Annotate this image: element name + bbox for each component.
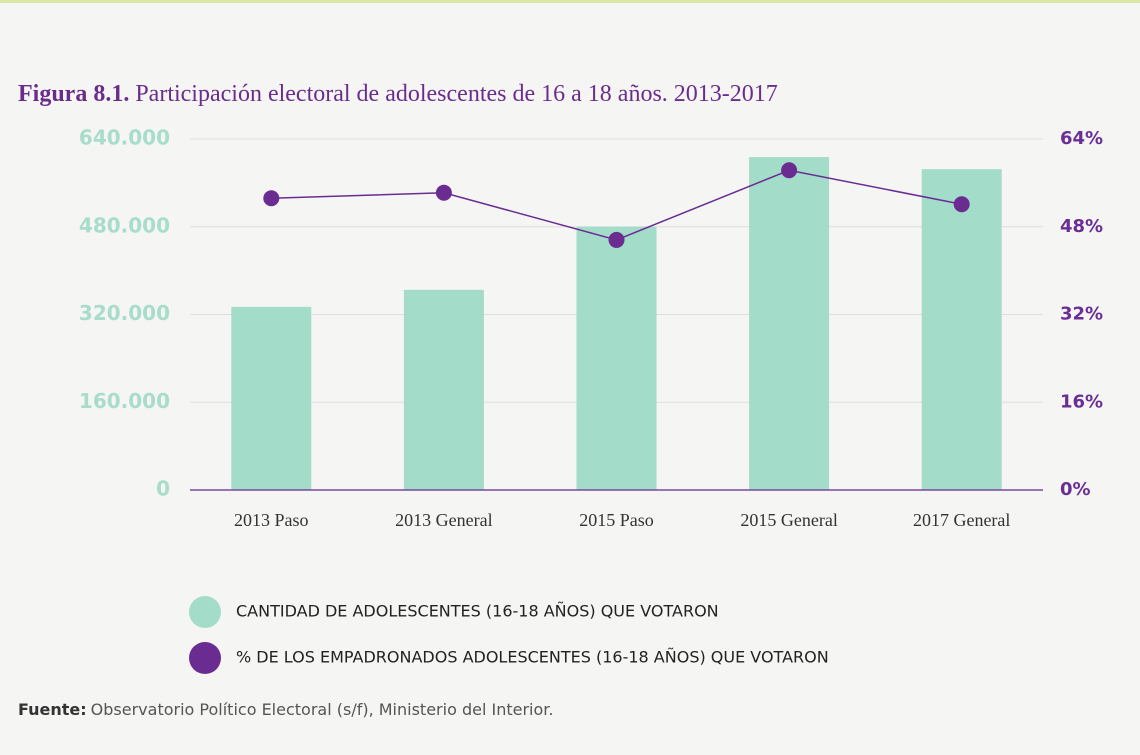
- source-text: Observatorio Político Electoral (s/f), M…: [91, 700, 554, 719]
- top-rule: [0, 0, 1140, 3]
- legend-label: % DE LOS EMPADRONADOS ADOLESCENTES (16-1…: [236, 648, 829, 667]
- x-tick-label: 2015 Paso: [579, 510, 654, 530]
- x-tick-label: 2017 General: [913, 510, 1010, 530]
- legend-marker: [189, 642, 221, 674]
- x-tick-label: 2015 General: [740, 510, 837, 530]
- y-tick-label: 640.000: [79, 126, 170, 150]
- x-tick-label: 2013 General: [395, 510, 492, 530]
- source: Fuente: Observatorio Político Electoral (…: [18, 700, 553, 719]
- y-tick-label: 0: [156, 477, 170, 501]
- line-point: [781, 162, 798, 179]
- line-point: [953, 196, 970, 213]
- bar: [403, 289, 484, 490]
- chart-title: Figura 8.1. Participación electoral de ad…: [18, 81, 778, 107]
- line-point: [263, 190, 280, 207]
- y-tick-label: 320.000: [79, 301, 170, 325]
- y-tick-label: 480.000: [79, 213, 170, 237]
- y2-tick-label: 32%: [1060, 304, 1103, 325]
- bar: [749, 157, 830, 490]
- figure-label: Figura 8.1.: [18, 81, 129, 107]
- bar: [921, 169, 1002, 490]
- y2-tick-label: 16%: [1060, 391, 1103, 412]
- bar: [231, 306, 312, 490]
- source-label: Fuente:: [18, 700, 87, 719]
- line-point: [435, 184, 452, 201]
- y2-tick-label: 64%: [1060, 128, 1103, 149]
- legend-label: CANTIDAD DE ADOLESCENTES (16-18 AÑOS) QU…: [236, 602, 719, 621]
- legend-marker: [189, 596, 221, 628]
- line-point: [608, 231, 625, 248]
- y-tick-label: 160.000: [79, 389, 170, 413]
- title-text: Participación electoral de adolescentes …: [135, 81, 777, 107]
- y2-tick-label: 0%: [1060, 479, 1091, 500]
- bar: [576, 226, 657, 490]
- y2-tick-label: 48%: [1060, 216, 1103, 237]
- x-tick-label: 2013 Paso: [234, 510, 309, 530]
